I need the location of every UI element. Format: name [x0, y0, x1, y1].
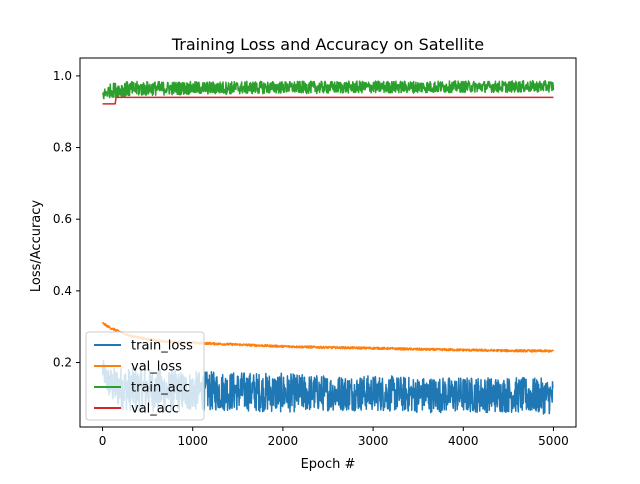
- plot-frame: [79, 57, 577, 428]
- y-tick-label: 1.0: [53, 69, 72, 83]
- y-tick-label: 0.4: [53, 284, 72, 298]
- x-tick-label: 5000: [538, 434, 569, 448]
- x-tick-label: 4000: [448, 434, 479, 448]
- y-tick-label: 0.6: [53, 212, 72, 226]
- series-line-val_acc: [102, 96, 554, 105]
- x-tick-label: 2000: [268, 434, 299, 448]
- chart-title: Training Loss and Accuracy on Satellite: [171, 35, 484, 54]
- legend-label-train_loss: train_loss: [131, 339, 193, 354]
- legend-label-train_acc: train_acc: [131, 381, 190, 396]
- series-line-train_acc: [101, 79, 555, 100]
- y-tick-label: 0.2: [53, 356, 72, 370]
- legend: train_loss val_loss train_acc val_acc: [85, 331, 205, 421]
- x-tick-label: 0: [99, 434, 107, 448]
- legend-label-val_loss: val_loss: [131, 360, 182, 375]
- y-tick-label: 0.8: [53, 141, 72, 155]
- ticks-layer: 0 1000 2000 3000 4000 5000 0.2 0.4 0.6 0.8 1.0: [53, 69, 569, 448]
- x-tick-label: 3000: [358, 434, 389, 448]
- legend-label-val_acc: val_acc: [131, 402, 179, 417]
- x-axis-label: Epoch #: [301, 457, 356, 472]
- x-tick-label: 1000: [177, 434, 208, 448]
- legend-box: [85, 331, 205, 421]
- y-axis-label: Loss/Accuracy: [29, 200, 44, 293]
